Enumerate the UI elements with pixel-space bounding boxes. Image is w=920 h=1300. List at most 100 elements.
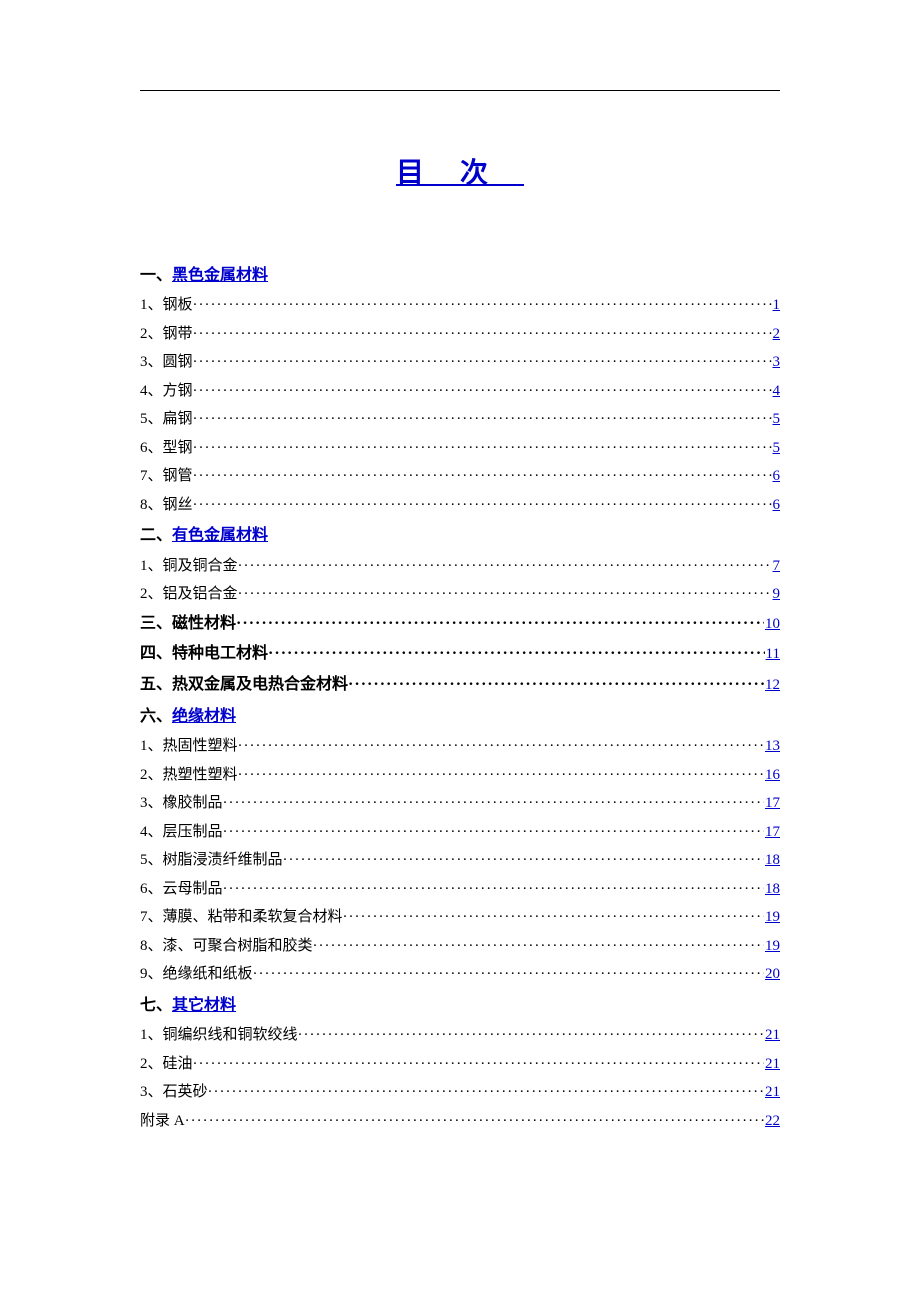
dot-leader [193, 348, 772, 377]
entry-label: 2、热塑性塑料 [140, 761, 238, 790]
section-heading: 二、有色金属材料 [140, 521, 780, 551]
dot-leader [268, 639, 765, 669]
toc-entry: 1、铜编织线和铜软绞线 21 [140, 1021, 780, 1050]
page-number-link[interactable]: 5 [772, 434, 781, 463]
toc-entry: 2、铝及铝合金 9 [140, 580, 780, 609]
toc-entry: 3、橡胶制品 17 [140, 789, 780, 818]
document-title: 目次 [140, 151, 780, 191]
page-number-link[interactable]: 2 [772, 320, 781, 349]
toc-entry: 2、钢带 2 [140, 320, 780, 349]
toc-entry: 5、树脂浸渍纤维制品 18 [140, 846, 780, 875]
dot-leader [193, 434, 772, 463]
page-number-link[interactable]: 16 [764, 761, 780, 790]
page-number-link[interactable]: 6 [772, 491, 781, 520]
page-number-link[interactable]: 3 [772, 348, 781, 377]
section-entry: 三、磁性材料 10 [140, 609, 780, 639]
toc-entry: 2、热塑性塑料 16 [140, 761, 780, 790]
entry-label: 2、铝及铝合金 [140, 580, 238, 609]
toc-entry: 5、扁钢 5 [140, 405, 780, 434]
dot-leader [193, 1050, 764, 1079]
dot-leader [283, 846, 764, 875]
page-number-link[interactable]: 6 [772, 462, 781, 491]
page-number-link[interactable]: 4 [772, 377, 781, 406]
section-link[interactable]: 黑色金属材料 [172, 267, 268, 284]
toc-entry: 3、石英砂 21 [140, 1078, 780, 1107]
page-number-link[interactable]: 12 [764, 671, 780, 700]
dot-leader [298, 1021, 764, 1050]
page-number-link[interactable]: 20 [764, 960, 780, 989]
section-entry: 五、热双金属及电热合金材料 12 [140, 670, 780, 700]
entry-label: 1、热固性塑料 [140, 732, 238, 761]
entry-label: 1、铜及铜合金 [140, 552, 238, 581]
page-number-link[interactable]: 10 [764, 610, 780, 639]
page-number-link[interactable]: 18 [764, 875, 780, 904]
entry-label: 五、热双金属及电热合金材料 [140, 670, 348, 700]
dot-leader [223, 789, 764, 818]
page-number-link[interactable]: 17 [764, 789, 780, 818]
entry-label: 2、钢带 [140, 320, 193, 349]
dot-leader [348, 670, 764, 700]
section-number: 一、 [140, 267, 172, 284]
entry-label: 5、扁钢 [140, 405, 193, 434]
toc-entry: 7、钢管 6 [140, 462, 780, 491]
page-number-link[interactable]: 1 [772, 291, 781, 320]
page-number-link[interactable]: 18 [764, 846, 780, 875]
toc-entry: 8、钢丝 6 [140, 491, 780, 520]
toc-entry: 2、硅油 21 [140, 1050, 780, 1079]
page-number-link[interactable]: 21 [764, 1050, 780, 1079]
section-entry: 四、特种电工材料 11 [140, 639, 780, 669]
toc-entry: 6、云母制品 18 [140, 875, 780, 904]
page-number-link[interactable]: 17 [764, 818, 780, 847]
section-link[interactable]: 绝缘材料 [172, 708, 236, 725]
toc-entry: 1、热固性塑料 13 [140, 732, 780, 761]
entry-label: 3、圆钢 [140, 348, 193, 377]
toc-entry: 4、方钢 4 [140, 377, 780, 406]
entry-label: 8、钢丝 [140, 491, 193, 520]
section-number: 二、 [140, 527, 172, 544]
toc-entry: 9、绝缘纸和纸板20 [140, 960, 780, 989]
section-number: 六、 [140, 708, 172, 725]
dot-leader [343, 903, 764, 932]
entry-label: 7、钢管 [140, 462, 193, 491]
entry-label: 3、橡胶制品 [140, 789, 223, 818]
entry-label: 1、铜编织线和铜软绞线 [140, 1021, 298, 1050]
toc-entry: 附录 A 22 [140, 1107, 780, 1136]
page-number-link[interactable]: 11 [765, 640, 780, 669]
entry-label: 四、特种电工材料 [140, 639, 268, 669]
page-number-link[interactable]: 7 [772, 552, 781, 581]
entry-label: 附录 A [140, 1107, 185, 1136]
toc-entry: 1、钢板1 [140, 291, 780, 320]
dot-leader [193, 291, 772, 320]
document-page: 目次 一、黑色金属材料 1、钢板12、钢带 2 3、圆钢 3 4、方钢 4 5、扁钢 5 6、型钢… [0, 0, 920, 1135]
page-number-link[interactable]: 13 [764, 732, 780, 761]
section-link[interactable]: 其它材料 [172, 997, 236, 1014]
page-number-link[interactable]: 21 [764, 1021, 780, 1050]
entry-label: 三、磁性材料 [140, 609, 236, 639]
entry-label: 3、石英砂 [140, 1078, 208, 1107]
entry-label: 4、层压制品 [140, 818, 223, 847]
top-rule [140, 90, 780, 91]
dot-leader [236, 609, 764, 639]
page-number-link[interactable]: 9 [772, 580, 781, 609]
page-number-link[interactable]: 19 [764, 903, 780, 932]
entry-label: 8、漆、可聚合树脂和胶类 [140, 932, 313, 961]
entry-label: 6、型钢 [140, 434, 193, 463]
dot-leader [238, 552, 772, 581]
entry-label: 2、硅油 [140, 1050, 193, 1079]
table-of-contents: 一、黑色金属材料1、钢板12、钢带23、圆钢34、方钢45、扁钢56、型钢57、… [140, 261, 780, 1135]
page-number-link[interactable]: 21 [764, 1078, 780, 1107]
entry-label: 7、薄膜、粘带和柔软复合材料 [140, 903, 343, 932]
entry-label: 4、方钢 [140, 377, 193, 406]
entry-label: 6、云母制品 [140, 875, 223, 904]
dot-leader [193, 462, 772, 491]
dot-leader [185, 1107, 764, 1136]
section-link[interactable]: 有色金属材料 [172, 527, 268, 544]
page-number-link[interactable]: 19 [764, 932, 780, 961]
page-number-link[interactable]: 22 [764, 1107, 780, 1136]
page-number-link[interactable]: 5 [772, 405, 781, 434]
entry-label: 5、树脂浸渍纤维制品 [140, 846, 283, 875]
dot-leader [238, 580, 772, 609]
dot-leader [208, 1078, 764, 1107]
dot-leader [238, 732, 764, 761]
section-number: 七、 [140, 997, 172, 1014]
